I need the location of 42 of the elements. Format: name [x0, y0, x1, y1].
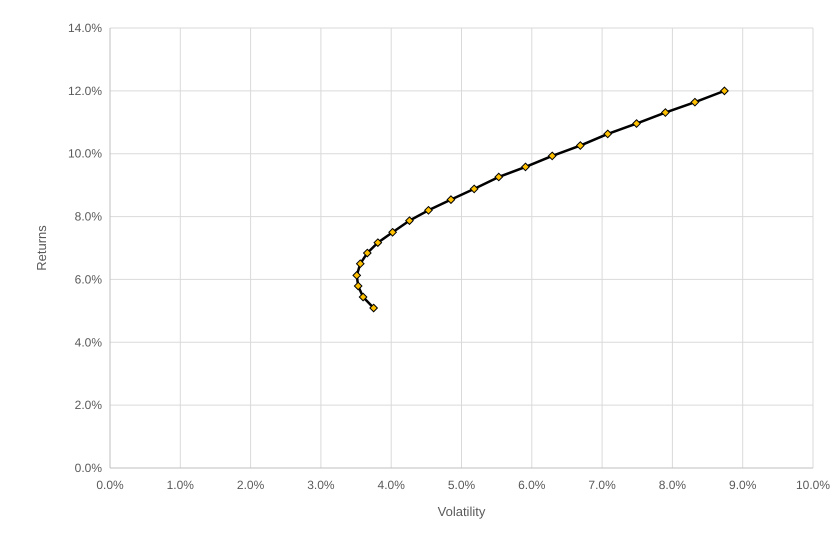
x-tick-label: 8.0% [658, 478, 686, 492]
point [548, 152, 556, 160]
point [352, 271, 362, 280]
x-tick-label: 5.0% [448, 478, 476, 492]
point [369, 304, 378, 312]
y-tick-label: 12.0% [68, 84, 102, 98]
point [424, 206, 433, 215]
point [576, 141, 585, 150]
x-tick-label: 1.0% [166, 478, 194, 492]
point [405, 216, 414, 225]
point [603, 130, 612, 138]
x-tick-label: 7.0% [588, 478, 616, 492]
y-tick-label: 4.0% [74, 335, 102, 350]
y-tick-label: 14.0% [68, 21, 102, 35]
x-axis-title: Volatility [438, 504, 486, 519]
point [446, 195, 456, 204]
x-tick-label: 6.0% [518, 478, 546, 492]
point [388, 228, 397, 237]
point [661, 108, 670, 117]
x-tick-label: 0.0% [96, 478, 124, 492]
point [720, 86, 729, 96]
y-axis-title: Returns [34, 224, 49, 271]
point [363, 248, 372, 258]
y-tick-label: 6.0% [74, 272, 102, 286]
x-tick-label: 9.0% [729, 478, 757, 492]
y-tick-label: 0.0% [74, 461, 102, 475]
x-tick-label: 2.0% [236, 478, 265, 492]
point [470, 184, 478, 194]
x-tick-label: 10.0% [796, 478, 830, 492]
y-tick-label: 10.0% [68, 146, 102, 161]
point [358, 292, 368, 302]
point [494, 172, 504, 182]
point [354, 282, 362, 290]
y-tick-label: 8.0% [74, 210, 102, 224]
x-tick-label: 3.0% [307, 478, 335, 492]
y-tick-label: 2.0% [74, 398, 102, 412]
point [521, 162, 530, 172]
point [632, 119, 641, 128]
x-tick-label: 4.0% [378, 478, 406, 492]
point [374, 238, 382, 247]
point [356, 259, 365, 268]
point [690, 98, 700, 106]
